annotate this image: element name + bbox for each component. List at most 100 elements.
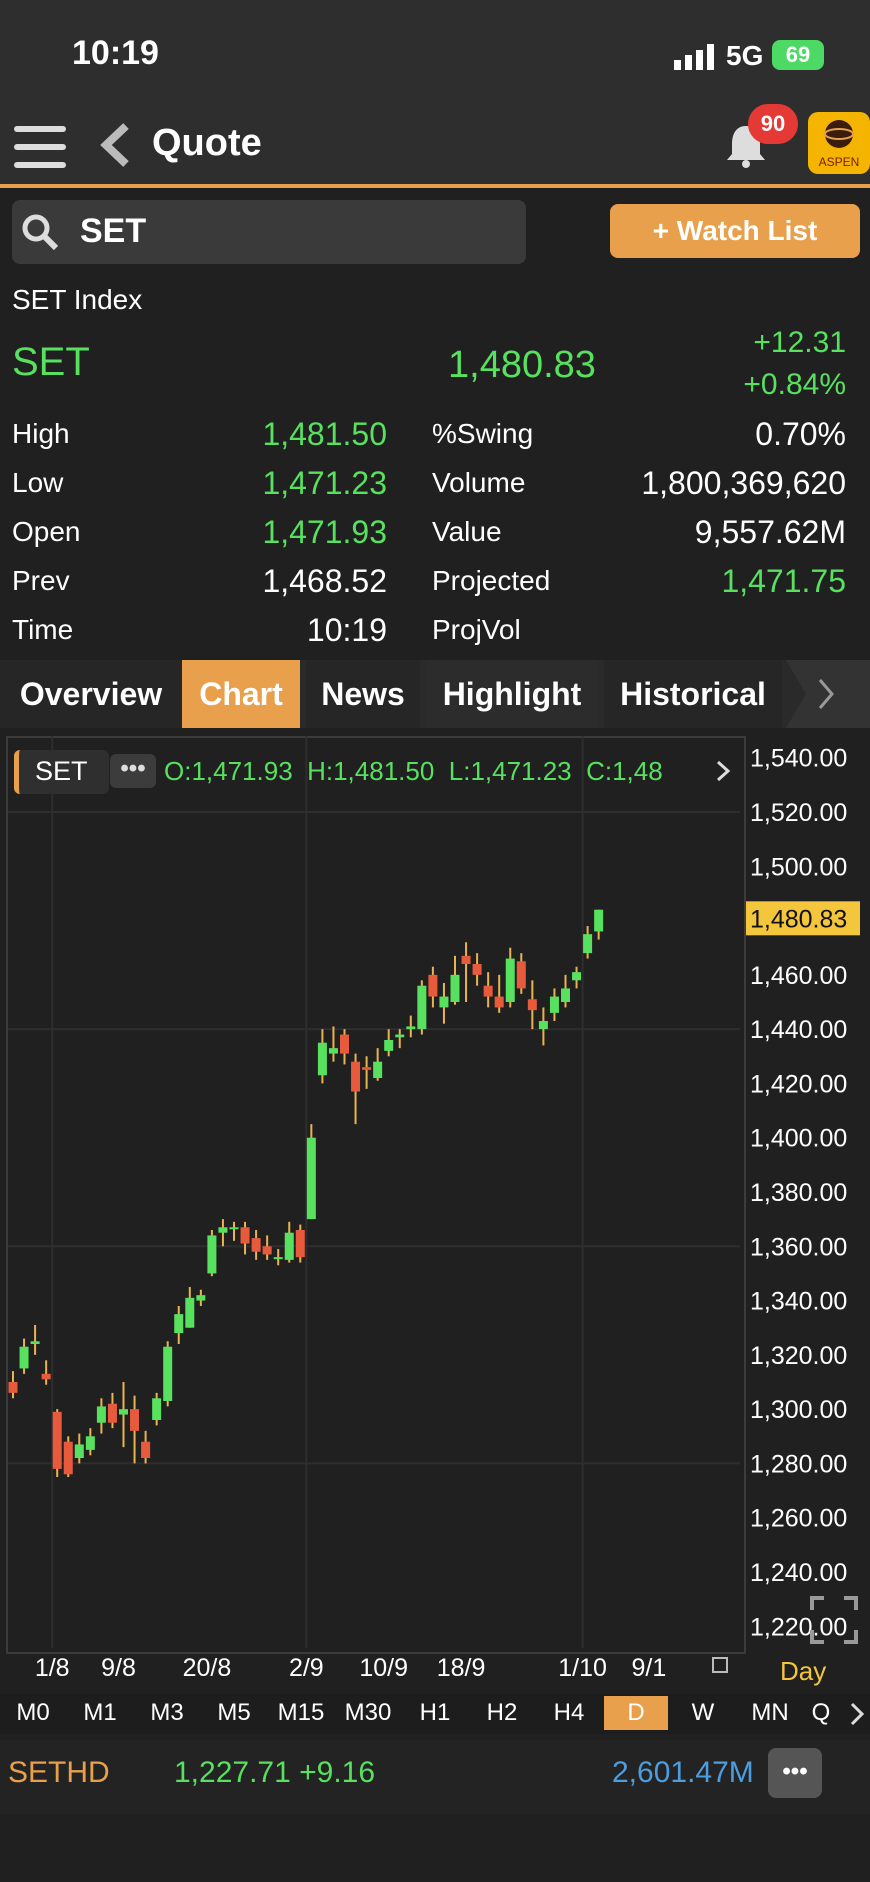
y-tick-label: 1,340.00 bbox=[750, 1288, 847, 1316]
signal-icon bbox=[674, 44, 714, 70]
lock-icon bbox=[712, 1657, 728, 1673]
x-axis-unit: Day bbox=[780, 1656, 827, 1686]
timeframe-m1[interactable]: M1 bbox=[83, 1699, 117, 1726]
stat-label: Value bbox=[432, 516, 502, 547]
stat-label: Time bbox=[12, 614, 74, 645]
x-tick-label: 9/1 bbox=[632, 1654, 667, 1682]
y-tick-label: 1,500.00 bbox=[750, 853, 847, 881]
status-bar bbox=[0, 0, 870, 100]
related-symbol[interactable]: SETHD bbox=[8, 1756, 110, 1789]
x-tick-label: 9/8 bbox=[101, 1654, 136, 1682]
candle-body bbox=[185, 1297, 195, 1328]
candle-body bbox=[373, 1061, 383, 1078]
price-change: +12.31 bbox=[753, 326, 846, 359]
add-watch-list-button[interactable]: + Watch List bbox=[610, 204, 860, 258]
candle-body bbox=[439, 996, 449, 1008]
tab-chart[interactable]: Chart bbox=[182, 660, 300, 728]
stat-label: Volume bbox=[432, 467, 526, 498]
tab-news[interactable]: News bbox=[306, 660, 420, 728]
y-tick-label: 1,280.00 bbox=[750, 1450, 847, 1478]
candle-body bbox=[229, 1227, 239, 1230]
hamburger-menu-icon[interactable] bbox=[14, 126, 66, 168]
search-value: SET bbox=[80, 212, 147, 250]
search-input[interactable] bbox=[12, 200, 526, 264]
timeframe-scroll-icon[interactable] bbox=[848, 1700, 868, 1728]
back-chevron-icon[interactable] bbox=[98, 122, 134, 168]
timeframe-h1[interactable]: H1 bbox=[419, 1699, 451, 1726]
last-price-tag bbox=[746, 901, 860, 936]
y-tick-label: 1,520.00 bbox=[750, 799, 847, 827]
candle-body bbox=[141, 1441, 151, 1458]
stat-label: ProjVol bbox=[432, 614, 521, 645]
tab-scroll-right-icon[interactable] bbox=[786, 660, 870, 728]
candle-body bbox=[450, 974, 460, 1002]
timeframe-m15[interactable]: M15 bbox=[277, 1699, 325, 1726]
app-header bbox=[0, 100, 870, 188]
stat-value: 1,800,369,620 bbox=[641, 465, 846, 501]
candle-body bbox=[328, 1048, 338, 1054]
tab-historical[interactable]: Historical bbox=[604, 660, 782, 728]
tab-overview[interactable]: Overview bbox=[0, 660, 182, 728]
timeframe-mn[interactable]: MN bbox=[751, 1699, 789, 1726]
candle-body bbox=[538, 1021, 548, 1030]
candle-body bbox=[41, 1373, 51, 1380]
aspen-logo[interactable]: ASPEN bbox=[808, 112, 870, 174]
timeframe-q[interactable]: Q bbox=[811, 1699, 831, 1726]
chart-more-button[interactable]: ••• bbox=[110, 754, 156, 788]
chart-symbol-chip[interactable]: SET bbox=[14, 750, 109, 794]
candle-body bbox=[572, 972, 582, 981]
stat-value: 1,468.52 bbox=[262, 563, 387, 599]
candle-body bbox=[96, 1406, 106, 1423]
timeframe-m0[interactable]: M0 bbox=[16, 1699, 50, 1726]
network-label: 5G bbox=[726, 40, 764, 71]
candle-body bbox=[273, 1257, 283, 1260]
stat-label: Open bbox=[12, 516, 81, 547]
chart-area[interactable] bbox=[6, 736, 746, 1654]
timeframe-m30[interactable]: M30 bbox=[344, 1699, 392, 1726]
timeframe-h4[interactable]: H4 bbox=[553, 1699, 585, 1726]
ohlc-chevron-icon[interactable] bbox=[712, 756, 734, 786]
y-tick-label: 1,360.00 bbox=[750, 1233, 847, 1261]
status-time: 10:19 bbox=[72, 34, 159, 72]
timeframe-m5[interactable]: M5 bbox=[217, 1699, 251, 1726]
candle-body bbox=[351, 1061, 361, 1092]
related-quote-row[interactable] bbox=[0, 1740, 870, 1814]
candlestick-chart[interactable]: 1,540.001,520.001,500.001,480.001,460.00… bbox=[0, 736, 870, 1694]
stat-label: Projected bbox=[432, 565, 551, 596]
candle-body bbox=[262, 1246, 272, 1255]
last-price: 1,480.83 bbox=[448, 344, 596, 386]
candle-body bbox=[549, 996, 559, 1013]
timeframe-m3[interactable]: M3 bbox=[150, 1699, 184, 1726]
candle-body bbox=[251, 1238, 261, 1252]
price-change-percent: +0.84% bbox=[743, 368, 846, 401]
stat-value: 1,471.93 bbox=[262, 514, 387, 550]
tab-highlight[interactable]: Highlight bbox=[426, 660, 598, 728]
globe-icon bbox=[824, 120, 854, 148]
candle-body bbox=[196, 1295, 206, 1301]
y-tick-label: 1,220.00 bbox=[750, 1613, 847, 1641]
related-more-button[interactable]: ••• bbox=[768, 1748, 822, 1798]
candle-body bbox=[8, 1382, 18, 1393]
candle-body bbox=[527, 999, 537, 1011]
y-tick-label: 1,320.00 bbox=[750, 1342, 847, 1370]
timeframe-bar bbox=[0, 1694, 870, 1734]
symbol-label: SET bbox=[12, 340, 90, 384]
candle-body bbox=[240, 1227, 250, 1244]
y-tick-label: 1,460.00 bbox=[750, 962, 847, 990]
candle-body bbox=[163, 1346, 173, 1401]
candle-body bbox=[340, 1034, 349, 1054]
candle-body bbox=[362, 1067, 372, 1070]
timeframe-h2[interactable]: H2 bbox=[486, 1699, 518, 1726]
y-tick-label: 1,400.00 bbox=[750, 1125, 847, 1153]
battery-level: 69 bbox=[785, 42, 811, 67]
search-icon bbox=[22, 214, 59, 251]
timeframe-d[interactable]: D bbox=[604, 1696, 668, 1730]
candle-body bbox=[52, 1411, 62, 1469]
stat-value: 1,471.75 bbox=[721, 563, 846, 599]
expand-icon[interactable] bbox=[808, 1594, 860, 1646]
stat-value: 9,557.62M bbox=[694, 514, 846, 550]
candle-body bbox=[505, 958, 515, 1002]
stat-value: 10:19 bbox=[306, 612, 387, 648]
candle-body bbox=[406, 1026, 416, 1030]
timeframe-w[interactable]: W bbox=[691, 1699, 715, 1726]
